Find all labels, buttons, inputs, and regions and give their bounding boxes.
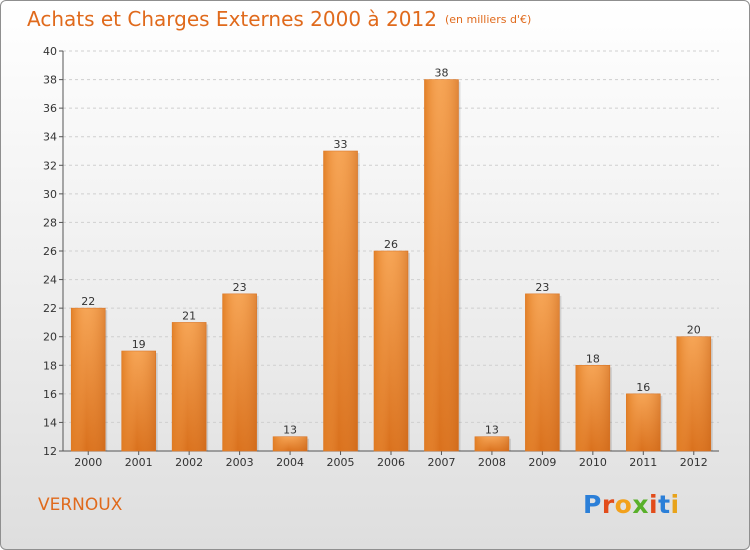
logo-letter: x [632,490,649,519]
logo-letter: r [601,490,615,519]
chart-title-text: Achats et Charges Externes 2000 à 2012 [27,7,437,31]
x-tick-label: 2003 [226,456,254,469]
x-tick-label: 2000 [74,456,102,469]
bar-shading [222,293,257,451]
logo-letter: P [583,490,602,519]
x-tick-label: 2006 [377,456,405,469]
value-label: 13 [485,424,499,437]
bar-shading [323,151,358,451]
value-label: 19 [132,338,146,351]
proxiti-logo[interactable]: Proxiti [583,490,680,519]
x-tick-label: 2011 [629,456,657,469]
bar-shading [525,293,560,451]
x-tick-label: 2008 [478,456,506,469]
value-label: 23 [233,281,247,294]
bar-shading [626,393,661,451]
y-tick-label: 16 [43,388,57,401]
value-labels: 22 19 21 23 13 33 26 38 13 23 18 16 20 [81,67,701,437]
y-tick-label: 34 [43,131,57,144]
y-tick-label: 20 [43,331,57,344]
place-name: VERNOUX [38,495,123,515]
y-tick-label: 22 [43,302,57,315]
logo-letter: i [670,490,680,519]
x-tick-label: 2007 [427,456,455,469]
bar-shading [676,336,711,451]
bar-shading [374,251,408,451]
value-label: 16 [636,381,650,394]
x-tick-label: 2010 [579,456,607,469]
value-label: 26 [384,238,398,251]
y-tick-label: 24 [43,274,57,287]
y-tick-label: 28 [43,216,57,229]
logo-letter: o [614,490,633,519]
y-tick-label: 18 [43,359,57,372]
value-label: 33 [334,138,348,151]
x-tick-label: 2001 [125,456,153,469]
chart-unit: (en milliers d'€) [444,13,532,26]
y-tick-label: 38 [43,74,57,87]
value-label: 21 [182,309,196,322]
y-tick-label: 30 [43,188,57,201]
x-tick-label: 2009 [528,456,556,469]
bar-shading [474,436,509,451]
bar-shading [575,365,610,451]
y-tick-label: 12 [43,445,57,458]
bar-shading [71,308,106,451]
bar-shading [424,79,459,452]
value-label: 20 [687,324,701,337]
x-tick-label: 2004 [276,456,304,469]
bar-shading [172,322,207,451]
x-tick-label: 2012 [680,456,708,469]
y-tick-label: 36 [43,102,57,115]
x-tick-label: 2005 [327,456,355,469]
logo-letter: t [658,490,671,519]
bar-shading [121,351,156,451]
value-label: 22 [81,295,95,308]
value-label: 23 [535,281,549,294]
y-tick-label: 40 [43,45,57,58]
bar-shading [273,436,308,451]
value-label: 38 [434,67,448,80]
value-label: 13 [283,424,297,437]
y-tick-label: 26 [43,245,57,258]
bars [70,79,713,452]
logo-letter: i [649,490,659,519]
chart-title: Achats et Charges Externes 2000 à 2012 (e… [27,7,531,31]
y-tick-label: 14 [43,416,57,429]
bar-chart: 12 14 16 18 20 22 24 26 28 30 32 34 36 38 40 2000 2001 20… [43,45,719,469]
value-label: 18 [586,352,600,365]
x-tick-label: 2002 [175,456,203,469]
y-tick-label: 32 [43,159,57,172]
